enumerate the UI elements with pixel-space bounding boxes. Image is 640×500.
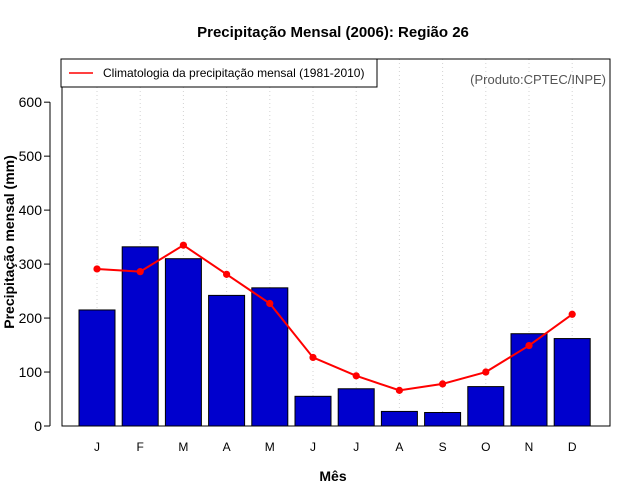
x-tick-label: N [525, 440, 534, 454]
x-tick-label: O [481, 440, 490, 454]
bar-j-0 [78, 309, 116, 427]
x-tick-label: A [223, 440, 231, 454]
x-tick-label: J [353, 440, 359, 454]
climatology-point [93, 265, 101, 273]
climatology-point [223, 270, 231, 278]
bar-series [78, 246, 591, 427]
y-tick-label: 300 [19, 256, 43, 272]
climatology-point [439, 380, 447, 388]
bar-m-2 [164, 258, 202, 427]
y-tick-label: 100 [19, 364, 43, 380]
x-tick-label: J [94, 440, 100, 454]
y-tick-label: 500 [19, 148, 43, 164]
x-tick-label: S [439, 440, 447, 454]
climatology-point [352, 372, 360, 380]
y-tick-label: 0 [34, 418, 42, 434]
x-tick-label: F [137, 440, 144, 454]
bar-s-8 [424, 412, 462, 427]
x-tick-label: M [178, 440, 188, 454]
chart-title: Precipitação Mensal (2006): Região 26 [197, 24, 469, 41]
climatology-point [266, 299, 274, 308]
x-tick-label: A [395, 440, 403, 454]
bar-j-6 [337, 388, 375, 427]
climatology-line [96, 244, 573, 392]
bar-j-5 [294, 395, 332, 427]
credit-text: (Produto:CPTEC/INPE) [470, 72, 606, 87]
x-tick-label: J [310, 440, 316, 454]
bar-o-9 [467, 386, 505, 427]
climatology-point [568, 310, 576, 318]
climatology-point [525, 341, 533, 350]
bar-a-7 [380, 410, 418, 427]
x-axis-label: Mês [319, 468, 346, 484]
legend-box [60, 58, 378, 88]
climatology-point [309, 353, 317, 362]
bar-a-3 [208, 294, 246, 427]
x-tick-label: D [568, 440, 577, 454]
bar-d-11 [553, 338, 591, 427]
climatology-point [395, 386, 403, 394]
y-axis-label: Precipitação mensal (mm) [1, 155, 17, 329]
climatology-point [179, 241, 187, 249]
y-tick-label: 200 [19, 310, 43, 326]
legend-label: Climatologia da precipitação mensal (198… [103, 66, 364, 80]
bar-f-1 [121, 246, 159, 427]
climatology-line-series [93, 241, 576, 394]
climatology-point [136, 268, 144, 276]
bar-m-4 [251, 287, 289, 427]
climatology-point [482, 368, 490, 376]
x-tick-label: M [265, 440, 275, 454]
y-tick-label: 600 [19, 94, 43, 110]
legend: Climatologia da precipitação mensal (198… [60, 58, 378, 88]
y-tick-label: 400 [19, 202, 43, 218]
y-axis: 0 100 200 300 400 500 600 [19, 94, 51, 434]
